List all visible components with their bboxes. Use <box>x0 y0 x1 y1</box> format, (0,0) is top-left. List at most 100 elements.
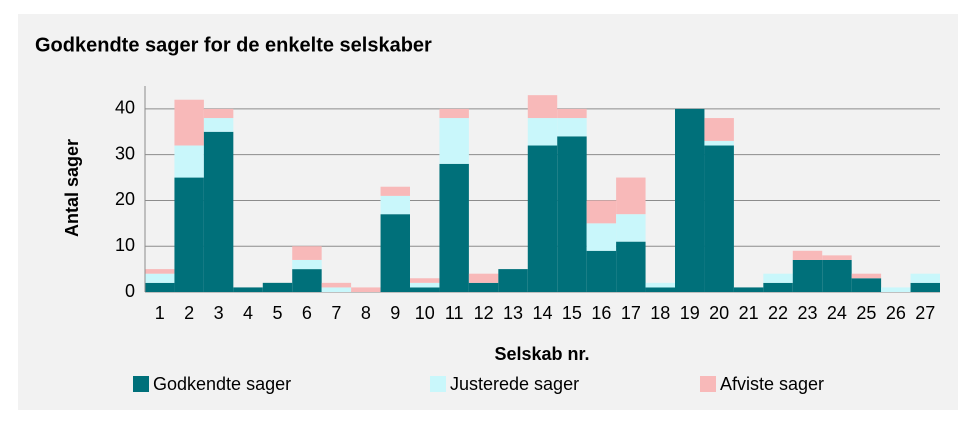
x-tick-label: 12 <box>474 303 494 323</box>
bar-segment <box>262 282 293 292</box>
bar-segment <box>792 250 823 260</box>
bar-segment <box>557 108 587 119</box>
legend-swatch <box>133 376 149 392</box>
legend-label: Afviste sager <box>720 374 824 394</box>
bar-segment <box>616 241 646 292</box>
x-tick-label: 13 <box>503 303 523 323</box>
bar-segment <box>380 186 410 196</box>
bar-segment <box>616 177 646 215</box>
chart-background <box>18 14 958 410</box>
bar-segment <box>203 108 234 119</box>
legend-label: Godkendte sager <box>153 374 291 394</box>
chart-title: Godkendte sager for de enkelte selskaber <box>35 34 432 56</box>
bar-segment <box>704 118 734 141</box>
bar-segment <box>586 250 617 292</box>
x-tick-label: 25 <box>856 303 876 323</box>
bar-segment <box>145 282 175 292</box>
bar-segment <box>292 246 322 260</box>
bar-segment <box>174 99 204 146</box>
x-tick-label: 23 <box>797 303 817 323</box>
bar-segment <box>733 287 764 292</box>
legend-swatch <box>430 376 446 392</box>
x-tick-label: 10 <box>415 303 435 323</box>
bar-segment <box>527 118 558 146</box>
y-tick-label: 20 <box>115 189 135 209</box>
x-tick-label: 15 <box>562 303 582 323</box>
bar-segment <box>174 145 204 178</box>
bar-segment <box>851 273 882 279</box>
bar-segment <box>410 278 440 283</box>
bar-segment <box>881 287 911 292</box>
y-tick-label: 40 <box>115 98 135 118</box>
x-tick-label: 11 <box>445 303 464 323</box>
bar-segment <box>910 282 940 292</box>
x-tick-label: 6 <box>302 303 312 323</box>
bar-segment <box>321 282 352 288</box>
bar-segment <box>792 259 823 292</box>
x-tick-label: 14 <box>532 303 552 323</box>
bar-segment <box>586 223 617 251</box>
bar-segment <box>203 131 234 292</box>
bar-segment <box>910 273 940 283</box>
x-axis-label: Selskab nr. <box>494 344 589 364</box>
bar-segment <box>145 273 175 283</box>
bar-segment <box>704 145 734 292</box>
bar-segment <box>645 287 675 292</box>
y-tick-label: 0 <box>125 281 135 301</box>
bar-segment <box>233 287 263 292</box>
x-tick-label: 4 <box>243 303 253 323</box>
bar-segment <box>468 282 499 292</box>
y-tick-label: 10 <box>115 235 135 255</box>
x-tick-label: 21 <box>739 303 759 323</box>
bar-segment <box>557 136 587 292</box>
x-tick-label: 26 <box>886 303 906 323</box>
bar-segment <box>410 282 440 288</box>
legend-label: Justerede sager <box>450 374 579 394</box>
y-axis-label: Antal sager <box>62 139 82 237</box>
x-tick-label: 22 <box>768 303 788 323</box>
bar-segment <box>439 118 469 164</box>
bar-segment <box>439 108 469 119</box>
x-tick-label: 3 <box>214 303 224 323</box>
x-tick-label: 18 <box>650 303 670 323</box>
bar-segment <box>380 195 410 215</box>
x-tick-label: 9 <box>390 303 400 323</box>
bar-segment <box>439 163 469 292</box>
bar-segment <box>763 273 793 283</box>
bar-segment <box>351 287 381 292</box>
x-tick-label: 2 <box>184 303 194 323</box>
bar-segment <box>292 269 322 292</box>
bar-segment <box>321 287 352 292</box>
bar-segment <box>498 269 528 292</box>
x-tick-label: 27 <box>915 303 935 323</box>
bar-segment <box>822 255 852 260</box>
bar-segment <box>822 259 852 292</box>
bar-segment <box>763 282 793 292</box>
bar-segment <box>851 278 882 292</box>
bar-segment <box>145 269 175 274</box>
bar-segment <box>380 214 410 292</box>
x-tick-label: 7 <box>331 303 341 323</box>
bar-segment <box>645 282 675 288</box>
x-tick-label: 24 <box>827 303 847 323</box>
x-tick-label: 19 <box>680 303 700 323</box>
bar-segment <box>527 95 558 119</box>
bar-segment <box>704 140 734 146</box>
legend-swatch <box>700 376 716 392</box>
bar-segment <box>203 118 234 132</box>
x-tick-label: 8 <box>361 303 371 323</box>
y-tick-label: 30 <box>115 143 135 163</box>
bar-segment <box>410 287 440 292</box>
bar-segment <box>675 108 705 292</box>
x-tick-label: 5 <box>272 303 282 323</box>
x-tick-label: 1 <box>155 303 165 323</box>
bar-segment <box>586 200 617 224</box>
x-tick-label: 16 <box>591 303 611 323</box>
bar-segment <box>557 118 587 137</box>
bar-segment <box>527 145 558 292</box>
bar-segment <box>292 259 322 270</box>
x-tick-label: 20 <box>709 303 729 323</box>
bar-segment <box>468 273 499 283</box>
bar-segment <box>616 214 646 242</box>
